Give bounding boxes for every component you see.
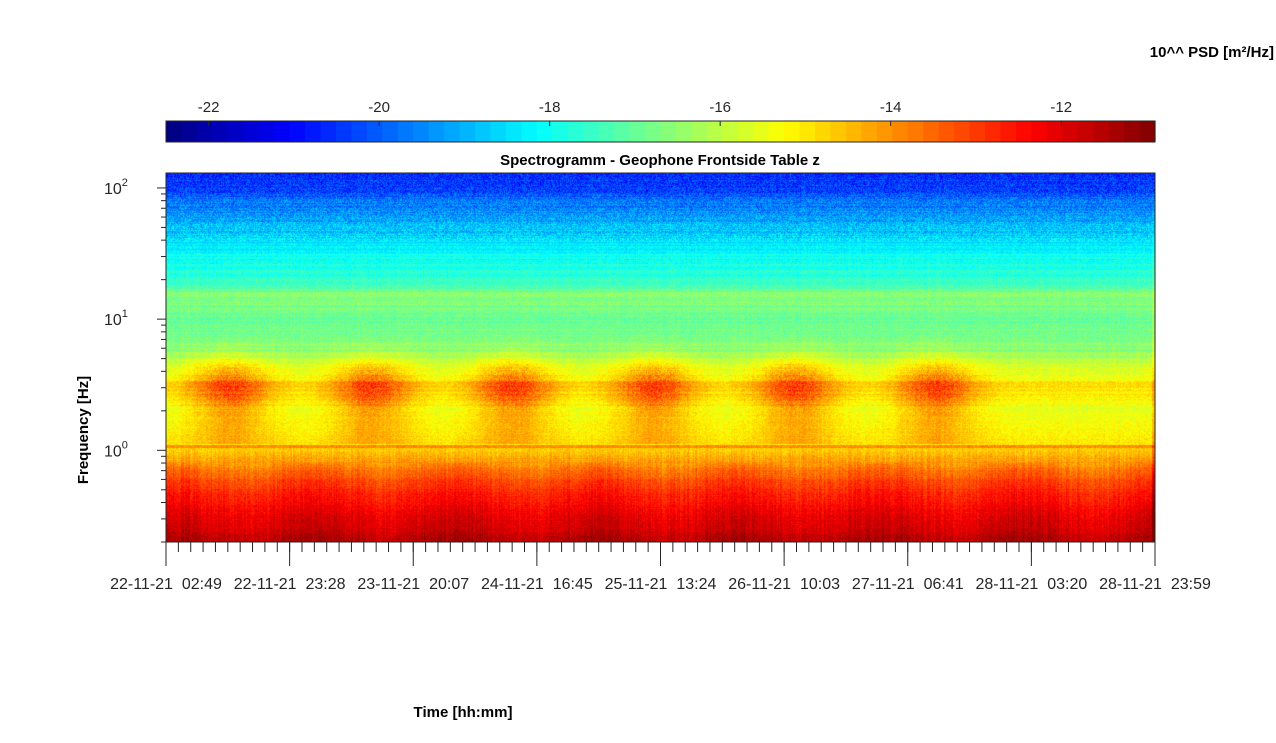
colorbar-cell — [815, 121, 832, 142]
colorbar-cell — [289, 121, 306, 142]
colorbar-cell — [181, 121, 198, 142]
colorbar-cell — [768, 121, 785, 142]
colorbar-cell — [382, 121, 399, 142]
colorbar-cell — [305, 121, 322, 142]
colorbar-cell — [660, 121, 677, 142]
x-tick-label: 24-11-21 16:45 — [481, 576, 593, 593]
colorbar-cell — [258, 121, 275, 142]
colorbar-cell — [954, 121, 971, 142]
x-tick-label: 27-11-21 06:41 — [852, 576, 964, 593]
colorbar-cell — [691, 121, 708, 142]
colorbar-cell — [1046, 121, 1063, 142]
colorbar-cell — [969, 121, 986, 142]
x-tick-label: 23-11-21 20:07 — [357, 576, 469, 593]
colorbar-cell — [1015, 121, 1032, 142]
colorbar-tick-label: -12 — [1050, 99, 1072, 116]
colorbar-cell — [475, 121, 492, 142]
colorbar-cell — [892, 121, 909, 142]
y-tick-label: 102 — [104, 177, 128, 198]
colorbar-gradient — [166, 121, 1156, 142]
colorbar-ticks: -22 -20 -18 -16 -14 -12 — [198, 99, 1072, 126]
x-axis-label: Time [hh:mm] — [414, 704, 513, 721]
plot-area — [165, 172, 1156, 543]
colorbar-cell — [366, 121, 383, 142]
colorbar-cell — [1031, 121, 1048, 142]
colorbar-cell — [985, 121, 1002, 142]
colorbar-cell — [645, 121, 662, 142]
colorbar-cell — [490, 121, 507, 142]
colorbar-cell — [1124, 121, 1141, 142]
colorbar-cell — [876, 121, 893, 142]
x-tick-label: 28-11-21 23:59 — [1099, 576, 1211, 593]
colorbar-cell — [845, 121, 862, 142]
colorbar-cell — [397, 121, 414, 142]
colorbar-cell — [428, 121, 445, 142]
colorbar-cell — [552, 121, 569, 142]
colorbar-cell — [614, 121, 631, 142]
colorbar-cell — [567, 121, 584, 142]
colorbar-tick-label: -18 — [539, 99, 561, 116]
colorbar-cell — [521, 121, 538, 142]
chart-title: Spectrogramm - Geophone Frontside Table … — [500, 152, 820, 169]
colorbar-cell — [413, 121, 430, 142]
colorbar-cell — [274, 121, 291, 142]
colorbar: -22 -20 -18 -16 -14 -12 — [165, 99, 1156, 143]
colorbar-tick-label: -14 — [880, 99, 902, 116]
x-tick-label: 22-11-21 23:28 — [234, 576, 346, 593]
colorbar-cell — [675, 121, 693, 142]
x-tick-label: 28-11-21 03:20 — [975, 576, 1087, 593]
colorbar-cell — [706, 121, 723, 142]
colorbar-cell — [1108, 121, 1125, 142]
colorbar-cell — [505, 121, 523, 142]
colorbar-label: 10^^ PSD [m²/Hz] — [1150, 44, 1274, 61]
colorbar-cell — [784, 121, 801, 142]
colorbar-cell — [335, 121, 353, 142]
colorbar-cell — [830, 121, 847, 142]
colorbar-cell — [938, 121, 955, 142]
colorbar-cell — [737, 121, 754, 142]
x-axis: 22-11-21 02:49 22-11-21 23:28 23-11-21 20:… — [110, 542, 1211, 593]
colorbar-cell — [1062, 121, 1079, 142]
colorbar-cell — [444, 121, 461, 142]
colorbar-cell — [907, 121, 924, 142]
colorbar-cell — [722, 121, 739, 142]
colorbar-cell — [351, 121, 368, 142]
spectrogram-heatmap — [166, 173, 1155, 542]
colorbar-cell — [629, 121, 646, 142]
colorbar-cell — [1093, 121, 1110, 142]
colorbar-cell — [459, 121, 476, 142]
colorbar-cell — [583, 121, 600, 142]
colorbar-cell — [923, 121, 940, 142]
colorbar-cell — [861, 121, 878, 142]
colorbar-cell — [1000, 121, 1017, 142]
colorbar-cell — [320, 121, 337, 142]
colorbar-cell — [166, 121, 183, 142]
colorbar-cell — [799, 121, 816, 142]
colorbar-cell — [243, 121, 260, 142]
y-tick-label: 100 — [104, 439, 128, 460]
colorbar-cell — [227, 121, 244, 142]
colorbar-tick-label: -20 — [368, 99, 390, 116]
y-tick-label: 101 — [104, 308, 128, 329]
colorbar-cell — [536, 121, 553, 142]
colorbar-frame — [165, 120, 1156, 143]
x-tick-label: 26-11-21 10:03 — [728, 576, 840, 593]
colorbar-tick-label: -22 — [198, 99, 220, 116]
colorbar-tick-label: -16 — [709, 99, 731, 116]
colorbar-cell — [212, 121, 229, 142]
colorbar-cell — [1139, 121, 1156, 142]
colorbar-cell — [598, 121, 615, 142]
x-tick-label: 25-11-21 13:24 — [605, 576, 717, 593]
x-tick-label: 22-11-21 02:49 — [110, 576, 222, 593]
colorbar-cell — [196, 121, 213, 142]
colorbar-cell — [753, 121, 770, 142]
y-axis: 100 101 102 — [104, 177, 166, 543]
colorbar-cell — [1077, 121, 1094, 142]
y-axis-label: Frequency [Hz] — [75, 376, 92, 484]
